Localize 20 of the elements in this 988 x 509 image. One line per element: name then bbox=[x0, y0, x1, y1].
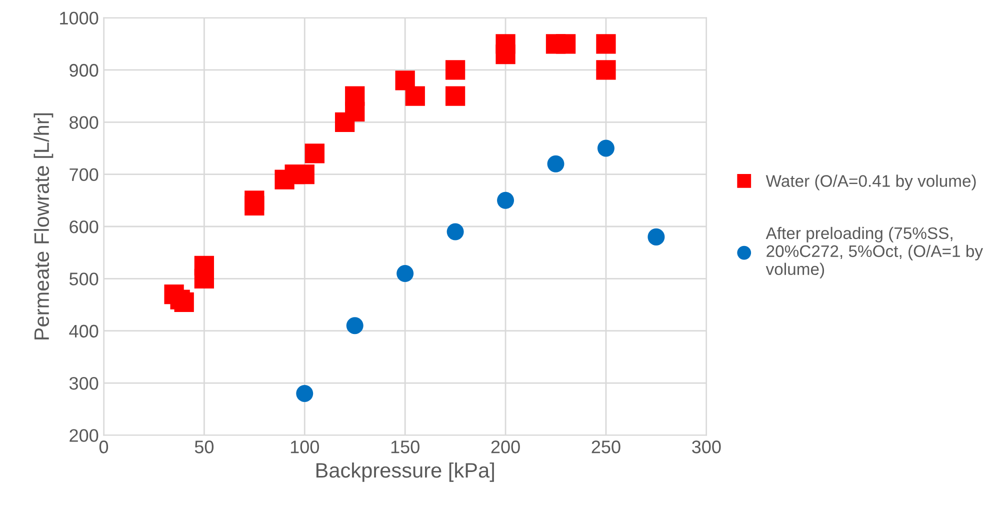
y-axis-title: Permeate Flowrate [L/hr] bbox=[34, 113, 54, 340]
y-tick-label: 200 bbox=[70, 429, 98, 442]
x-tick-label: 150 bbox=[391, 440, 420, 454]
x-tick-label: 250 bbox=[592, 440, 620, 454]
y-tick-label: 1000 bbox=[60, 12, 98, 25]
y-tick-label: 500 bbox=[69, 272, 98, 286]
legend-label: After preloading (75%SS, 20%C272, 5%Oct, (O/A=1 by volume) bbox=[766, 226, 983, 278]
x-tick-label: 200 bbox=[491, 440, 520, 454]
y-tick-label: 600 bbox=[70, 220, 98, 234]
y-tick-label: 800 bbox=[70, 116, 98, 129]
y-tick-label: 400 bbox=[69, 324, 98, 338]
x-tick-label: 300 bbox=[692, 440, 721, 454]
legend-label: Water (O/A=0.41 by volume) bbox=[766, 174, 976, 190]
y-tick-label: 700 bbox=[70, 168, 98, 182]
x-tick-label: 100 bbox=[290, 440, 319, 454]
x-tick-label: 0 bbox=[99, 440, 108, 454]
y-tick-label: 300 bbox=[69, 376, 98, 390]
x-axis-title: Backpressure [kPa] bbox=[316, 462, 494, 482]
y-tick-label: 900 bbox=[70, 64, 98, 77]
x-tick-label: 50 bbox=[194, 440, 214, 454]
